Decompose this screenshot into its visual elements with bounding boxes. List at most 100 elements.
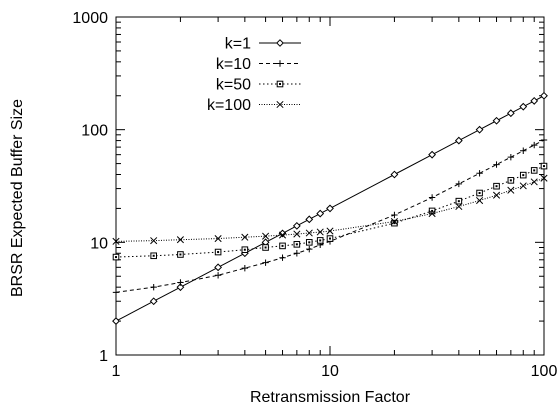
series-line-k=100 xyxy=(115,177,545,242)
data-point-k=50-11-center xyxy=(393,222,396,225)
data-point-k=100-5 xyxy=(262,232,270,240)
data-point-k=50-7-center xyxy=(295,243,298,246)
series-layer xyxy=(112,91,548,325)
x-tick-label: 10 xyxy=(321,363,339,380)
series-line-k=10 xyxy=(115,139,545,293)
data-point-k=100-3 xyxy=(214,235,222,243)
data-point-k=100-10 xyxy=(326,227,334,235)
data-point-k=1-13 xyxy=(454,136,463,145)
data-point-k=50-6-center xyxy=(281,244,284,247)
data-point-k=50-9-center xyxy=(319,239,322,242)
data-point-k=50-3-center xyxy=(217,251,220,254)
data-point-k=100-4 xyxy=(241,233,249,241)
data-point-k=1-1 xyxy=(149,297,158,306)
data-point-k=50-2-center xyxy=(179,253,182,256)
data-point-k=100-11 xyxy=(390,217,398,226)
series-k=100 xyxy=(112,174,548,245)
data-point-k=10-15 xyxy=(493,161,500,168)
data-point-k=10-19 xyxy=(540,136,548,144)
data-point-k=10-5 xyxy=(262,259,269,266)
data-point-k=100-7 xyxy=(293,230,301,238)
x-axis: 1 10 100 xyxy=(112,17,558,380)
data-point-k=10-12 xyxy=(428,194,436,201)
data-point-k=10-2 xyxy=(177,279,184,286)
data-point-k=10-16 xyxy=(507,153,515,161)
data-point-k=50-13-center xyxy=(457,200,460,203)
data-point-k=100-18 xyxy=(530,178,538,186)
data-point-k=1-18 xyxy=(530,96,539,105)
data-point-k=10-3 xyxy=(214,272,222,279)
data-point-k=10-8 xyxy=(306,245,313,253)
legend-marker-k=50-center xyxy=(279,83,281,85)
y-axis-label: BRSR Expected Buffer Size xyxy=(9,99,26,297)
data-point-k=1-15 xyxy=(492,116,501,125)
data-point-k=50-17-center xyxy=(522,174,525,177)
y-tick-label: 1000 xyxy=(72,10,108,27)
legend-marker-k=10 xyxy=(276,60,284,67)
data-point-k=100-6 xyxy=(278,231,287,239)
data-point-k=50-12-center xyxy=(431,209,434,212)
data-point-k=1-11 xyxy=(390,170,399,179)
data-point-k=1-19 xyxy=(540,91,548,100)
data-point-k=100-1 xyxy=(150,237,158,245)
data-point-k=100-9 xyxy=(316,228,324,236)
data-point-k=100-17 xyxy=(519,182,527,190)
x-tick-label: 1 xyxy=(112,363,121,380)
data-point-k=50-16-center xyxy=(509,179,512,182)
data-point-k=50-19-center xyxy=(543,165,545,168)
data-point-k=10-6 xyxy=(279,254,286,261)
data-point-k=1-17 xyxy=(519,102,528,111)
y-tick-label: 1 xyxy=(99,348,108,365)
data-point-k=1-9 xyxy=(316,209,325,218)
data-point-k=10-0 xyxy=(112,289,120,296)
data-point-k=10-13 xyxy=(455,180,463,188)
data-point-k=100-12 xyxy=(428,210,436,218)
series-k=50 xyxy=(112,162,548,261)
data-point-k=50-8-center xyxy=(308,241,311,244)
data-point-k=50-18-center xyxy=(533,169,536,172)
legend-marker-k=100 xyxy=(276,100,284,109)
legend: k=1 k=10 k=50 k=100 xyxy=(207,36,301,114)
series-k=1 xyxy=(112,91,548,325)
data-point-k=10-18 xyxy=(531,141,538,149)
x-tick-label: 100 xyxy=(531,363,558,380)
y-tick-label: 10 xyxy=(90,235,108,252)
data-point-k=50-1-center xyxy=(152,254,155,257)
data-point-k=1-3 xyxy=(214,263,223,272)
data-point-k=100-8 xyxy=(305,229,313,237)
data-point-k=10-17 xyxy=(520,147,527,154)
data-point-k=100-19 xyxy=(540,174,548,182)
data-point-k=1-0 xyxy=(112,317,120,325)
data-point-k=100-16 xyxy=(507,186,515,194)
data-point-k=100-0 xyxy=(112,237,120,245)
data-point-k=100-13 xyxy=(455,202,463,211)
legend-label-k=10: k=10 xyxy=(216,56,251,73)
data-point-k=1-7 xyxy=(292,221,301,230)
data-point-k=50-4-center xyxy=(243,248,246,251)
legend-label-k=100: k=100 xyxy=(207,97,251,114)
data-point-k=1-16 xyxy=(506,109,515,118)
plot-frame xyxy=(115,16,545,356)
data-point-k=1-2 xyxy=(176,283,185,292)
x-axis-label: Retransmission Factor xyxy=(250,389,411,406)
data-point-k=10-14 xyxy=(476,170,483,177)
data-point-k=1-12 xyxy=(428,150,437,159)
data-point-k=1-8 xyxy=(305,215,314,224)
data-point-k=100-15 xyxy=(492,191,501,199)
data-point-k=10-7 xyxy=(293,250,301,257)
data-point-k=100-2 xyxy=(176,236,184,244)
data-point-k=10-1 xyxy=(150,283,157,291)
data-point-k=1-14 xyxy=(475,125,484,134)
legend-label-k=50: k=50 xyxy=(216,77,251,94)
data-point-k=50-0-center xyxy=(115,256,117,259)
data-point-k=100-14 xyxy=(476,196,484,205)
data-point-k=10-4 xyxy=(241,264,249,272)
data-point-k=1-10 xyxy=(326,204,334,213)
series-k=10 xyxy=(112,136,548,296)
data-point-k=50-10-center xyxy=(329,237,331,240)
data-point-k=50-15-center xyxy=(495,185,498,188)
y-tick-label: 100 xyxy=(81,123,108,140)
data-point-k=10-11 xyxy=(391,211,398,219)
data-point-k=50-14-center xyxy=(478,192,481,195)
